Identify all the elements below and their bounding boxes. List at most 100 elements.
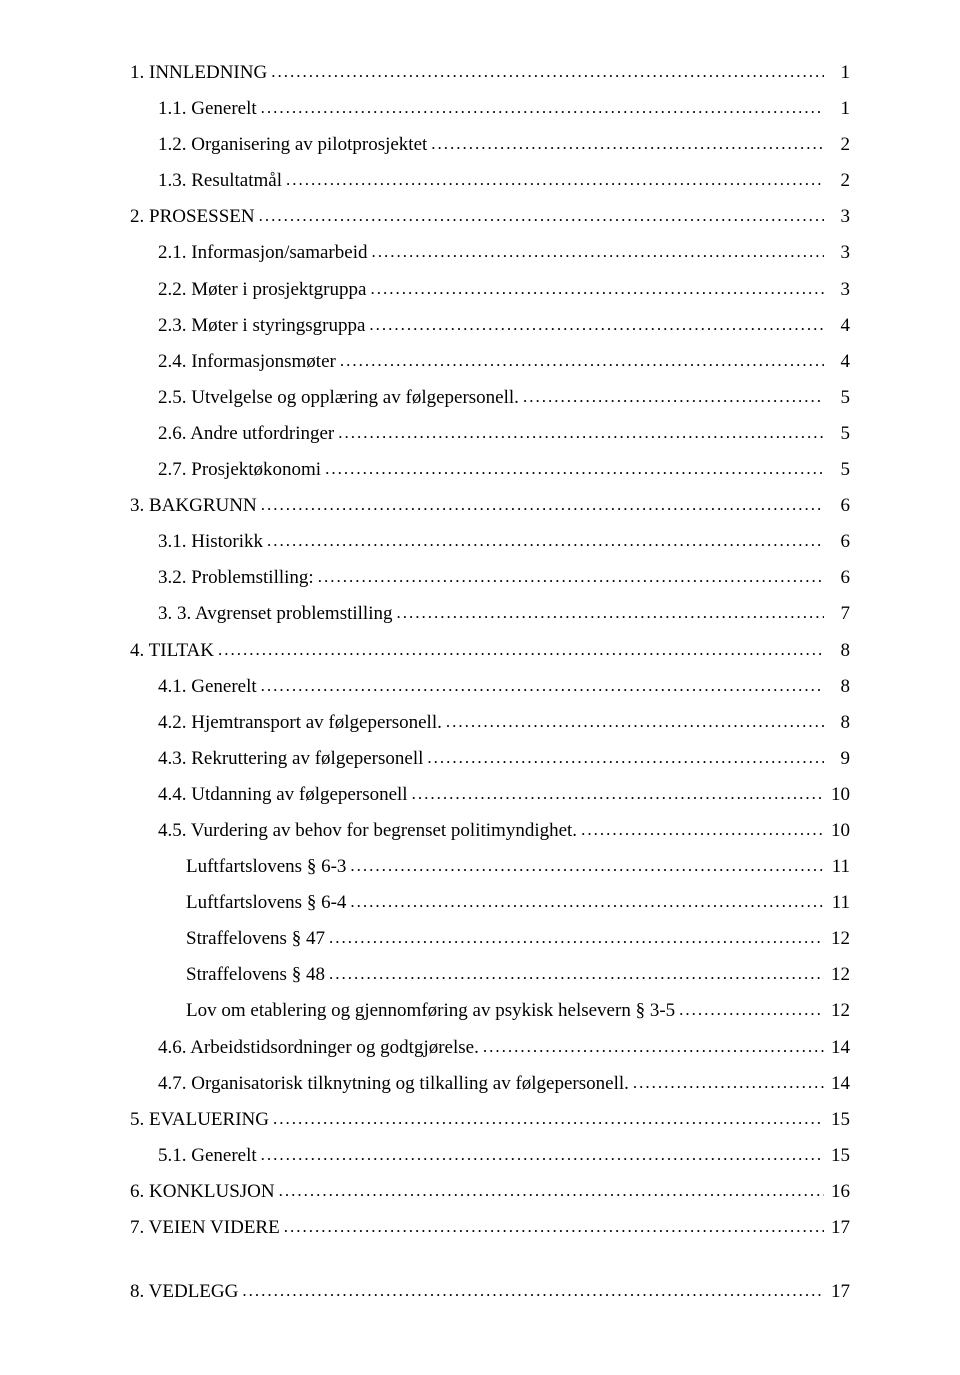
toc-page-number: 12: [828, 993, 850, 1029]
toc-page-number: 4: [828, 344, 850, 380]
toc-entry: Lov om etablering og gjennomføring av ps…: [130, 993, 850, 1029]
toc-leader-dots: [261, 91, 824, 127]
toc-leader-dots: [218, 633, 824, 669]
toc-page-number: 5: [828, 380, 850, 416]
toc-leader-dots: [273, 1102, 824, 1138]
toc-page-number: 5: [828, 452, 850, 488]
toc-leader-dots: [259, 199, 824, 235]
toc-leader-dots: [261, 1138, 824, 1174]
toc-leader-dots: [242, 1274, 824, 1310]
toc-label: 2.3. Møter i styringsgruppa: [158, 308, 365, 344]
toc-page-number: 15: [828, 1138, 850, 1174]
toc-leader-dots: [412, 777, 824, 813]
toc-page-number: 10: [828, 813, 850, 849]
toc-leader-dots: [325, 452, 824, 488]
toc-leader-dots: [581, 813, 824, 849]
toc-page-number: 8: [828, 669, 850, 705]
toc-entry: 4.1. Generelt 8: [130, 669, 850, 705]
toc-entry: 3.2. Problemstilling:6: [130, 560, 850, 596]
toc-leader-dots: [431, 127, 824, 163]
toc-leader-dots: [329, 921, 824, 957]
toc-entry: 6. KONKLUSJON16: [130, 1174, 850, 1210]
toc-leader-dots: [284, 1210, 824, 1246]
toc-entry: 2.7. Prosjektøkonomi 5: [130, 452, 850, 488]
toc-leader-dots: [271, 55, 824, 91]
toc-label: 2.7. Prosjektøkonomi: [158, 452, 321, 488]
toc-page-number: 6: [828, 488, 850, 524]
toc-label: 2.1. Informasjon/samarbeid: [158, 235, 367, 271]
toc-label: 2.2. Møter i prosjektgruppa: [158, 272, 366, 308]
toc-leader-dots: [350, 849, 824, 885]
toc-leader-dots: [427, 741, 824, 777]
toc-entry: 2.4. Informasjonsmøter 4: [130, 344, 850, 380]
toc-label: 2.6. Andre utfordringer: [158, 416, 334, 452]
toc-entry: Straffelovens § 48 12: [130, 957, 850, 993]
toc-page-number: 17: [828, 1210, 850, 1246]
toc-page-number: 11: [828, 849, 850, 885]
toc-page-number: 8: [828, 633, 850, 669]
toc-leader-dots: [679, 993, 824, 1029]
toc-page-number: 1: [828, 55, 850, 91]
toc-entry: 1.1. Generelt1: [130, 91, 850, 127]
toc-entry: Luftfartslovens § 6-411: [130, 885, 850, 921]
toc-entry: 1.2. Organisering av pilotprosjektet 2: [130, 127, 850, 163]
toc-entry: 3.1. Historikk6: [130, 524, 850, 560]
toc-label: 2.4. Informasjonsmøter: [158, 344, 336, 380]
toc-entry: 2. PROSESSEN3: [130, 199, 850, 235]
toc-leader-dots: [350, 885, 824, 921]
toc-entry: 2.1. Informasjon/samarbeid 3: [130, 235, 850, 271]
toc-label: 4.6. Arbeidstidsordninger og godtgjørels…: [158, 1030, 479, 1066]
toc-label: 4.7. Organisatorisk tilknytning og tilka…: [158, 1066, 629, 1102]
toc-label: 3. BAKGRUNN: [130, 488, 257, 524]
toc-page-number: 2: [828, 127, 850, 163]
toc-page-number: 3: [828, 235, 850, 271]
toc-label: 1.3. Resultatmål: [158, 163, 282, 199]
toc-leader-dots: [340, 344, 824, 380]
toc-page-number: 15: [828, 1102, 850, 1138]
toc-leader-dots: [371, 235, 824, 271]
toc-leader-dots: [261, 488, 824, 524]
toc-leader-dots: [279, 1174, 824, 1210]
toc-page-number: 12: [828, 921, 850, 957]
toc-label: 1.1. Generelt: [158, 91, 257, 127]
toc-entry: Straffelovens § 47 12: [130, 921, 850, 957]
toc-page-number: 10: [828, 777, 850, 813]
toc-label: 4.4. Utdanning av følgepersonell: [158, 777, 408, 813]
toc-label: 4.5. Vurdering av behov for begrenset po…: [158, 813, 577, 849]
toc-label: Lov om etablering og gjennomføring av ps…: [186, 993, 675, 1029]
toc-page-number: 4: [828, 308, 850, 344]
toc-page-number: 8: [828, 705, 850, 741]
toc-label: Luftfartslovens § 6-3: [186, 849, 346, 885]
toc-page-number: 2: [828, 163, 850, 199]
toc-label: 4.1. Generelt: [158, 669, 257, 705]
toc-entry: 4.5. Vurdering av behov for begrenset po…: [130, 813, 850, 849]
toc-entry: 2.5. Utvelgelse og opplæring av følgeper…: [130, 380, 850, 416]
toc-page-number: 14: [828, 1066, 850, 1102]
toc-label: 1. INNLEDNING: [130, 55, 267, 91]
toc-entry: 3. BAKGRUNN 6: [130, 488, 850, 524]
toc-label: Straffelovens § 47: [186, 921, 325, 957]
toc-leader-dots: [633, 1066, 824, 1102]
toc-page-number: 14: [828, 1030, 850, 1066]
toc-entry: 3. 3. Avgrenset problemstilling7: [130, 596, 850, 632]
toc-label: 3.2. Problemstilling:: [158, 560, 314, 596]
toc-label: 4.2. Hjemtransport av følgepersonell.: [158, 705, 442, 741]
toc-label: 1.2. Organisering av pilotprosjektet: [158, 127, 427, 163]
toc-page-number: 12: [828, 957, 850, 993]
toc-page-number: 17: [828, 1274, 850, 1310]
toc-leader-dots: [329, 957, 824, 993]
toc-leader-dots: [397, 596, 825, 632]
toc-entry: 7. VEIEN VIDERE17: [130, 1210, 850, 1246]
toc-entry: 5. EVALUERING15: [130, 1102, 850, 1138]
toc-entry: 1.3. Resultatmål 2: [130, 163, 850, 199]
toc-label: 3. 3. Avgrenset problemstilling: [158, 596, 393, 632]
toc-label: Straffelovens § 48: [186, 957, 325, 993]
toc-entry: 4.7. Organisatorisk tilknytning og tilka…: [130, 1066, 850, 1102]
toc-leader-dots: [483, 1030, 824, 1066]
toc-entry: 4.6. Arbeidstidsordninger og godtgjørels…: [130, 1030, 850, 1066]
toc-entry: 2.3. Møter i styringsgruppa 4: [130, 308, 850, 344]
toc-entry: Luftfartslovens § 6-3 11: [130, 849, 850, 885]
toc-label: 2. PROSESSEN: [130, 199, 255, 235]
toc-page-number: 16: [828, 1174, 850, 1210]
toc-page-number: 11: [828, 885, 850, 921]
